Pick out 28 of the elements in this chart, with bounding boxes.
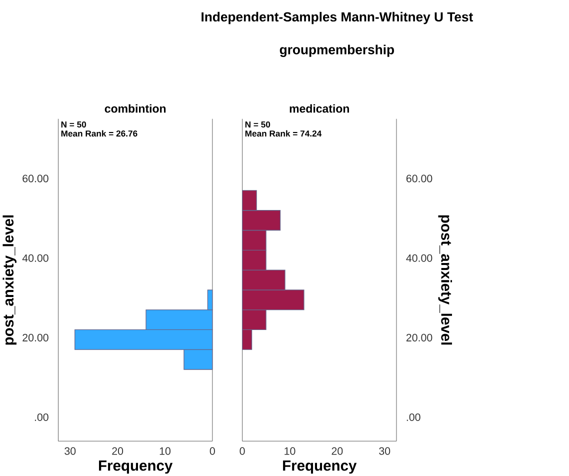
x-tick-label: 10 [284, 447, 296, 455]
y-tick-label: .00 [406, 413, 420, 421]
y-tick-label: 20.00 [406, 334, 432, 342]
chart-title: medication [290, 104, 349, 112]
text: Independent-Samples Mann-Whitney U Test [202, 12, 473, 24]
y-tick-label: 40.00 [406, 254, 432, 262]
annotation: Mean Rank = 74.24 [245, 130, 322, 136]
y-tick-label: 60.00 [22, 174, 48, 182]
annotation: Mean Rank = 26.76 [61, 130, 138, 136]
y-axis-title: post_anxiety_level [438, 215, 452, 344]
x-tick-label: 20 [332, 447, 343, 455]
y-tick-label: 60.00 [406, 174, 432, 182]
text: groupmembership [280, 44, 394, 57]
x-tick-label: 0 [210, 447, 215, 455]
x-tick-label: 20 [112, 447, 124, 455]
annotation: N = 50 [61, 121, 86, 128]
chart-title: combintion [104, 104, 166, 112]
y-tick-label: .00 [34, 413, 48, 421]
x-tick-label: 0 [240, 447, 245, 455]
y-axis-title: post_anxiety_level [2, 215, 16, 344]
x-axis-title: Frequency [99, 460, 173, 474]
annotation: N = 50 [245, 121, 270, 128]
x-tick-label: 30 [379, 447, 390, 455]
x-axis-title: Frequency [283, 460, 357, 474]
x-tick-label: 10 [160, 447, 170, 455]
y-tick-label: 40.00 [22, 254, 48, 262]
x-tick-label: 30 [64, 447, 76, 455]
y-tick-label: 20.00 [22, 334, 48, 342]
